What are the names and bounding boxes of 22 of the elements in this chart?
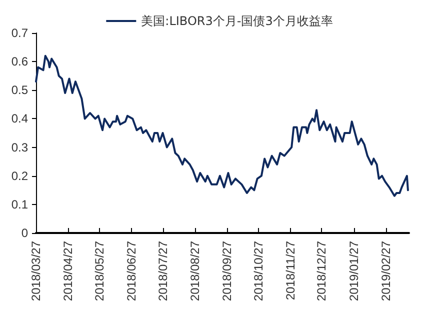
y-tick-label: 0	[21, 226, 28, 240]
x-tick-label: 2018/08/27	[188, 240, 202, 302]
x-tick-label: 2018/12/27	[314, 240, 329, 302]
y-tick-label: 0.6	[11, 54, 28, 69]
y-tick-label: 0.5	[11, 83, 28, 98]
x-tick-label: 2018/05/27	[92, 240, 106, 302]
x-tick-label: 2018/06/27	[124, 240, 139, 302]
line-series	[35, 54, 409, 197]
x-tick-label: 2018/04/27	[61, 240, 76, 302]
y-tick-label: 0.7	[11, 26, 28, 40]
y-tick-label: 0.2	[11, 168, 28, 183]
y-tick-label: 0.4	[11, 112, 28, 126]
x-tick-label: 2018/09/27	[220, 240, 234, 302]
x-tick-label: 2018/11/27	[284, 240, 298, 300]
x-tick-label: 2019/02/27	[379, 240, 394, 302]
y-tick-label: 0.1	[11, 197, 28, 212]
y-tick-label: 0.3	[11, 140, 28, 154]
x-tick-label: 2018/07/27	[156, 240, 170, 302]
legend-label: 美国:LIBOR3个月-国债3个月收益率	[141, 14, 333, 28]
x-tick-label: 2019/01/27	[346, 240, 361, 302]
x-tick-label: 2018/03/27	[29, 240, 43, 302]
x-tick-label: 2018/10/27	[251, 240, 266, 302]
